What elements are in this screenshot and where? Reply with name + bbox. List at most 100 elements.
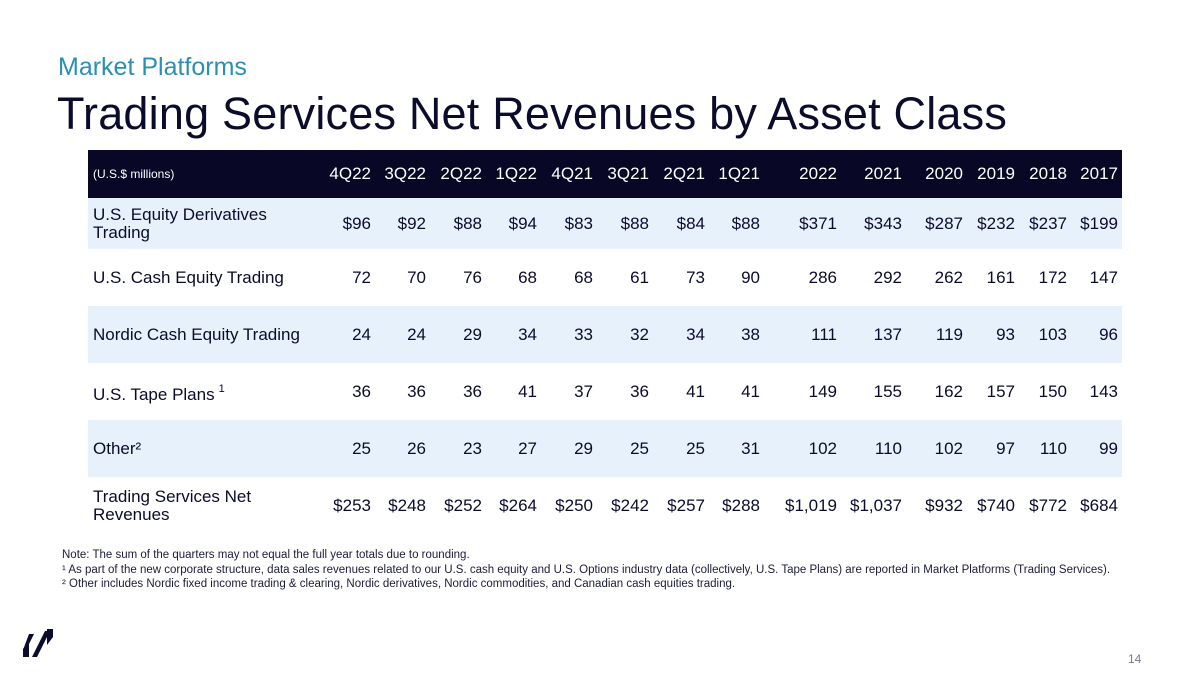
table-cell: 102 [934, 438, 963, 458]
table-cell: $242 [611, 495, 649, 515]
table-cell: 102 [808, 438, 837, 458]
column-header: 2018 [1029, 164, 1067, 183]
table-cell: 76 [463, 267, 482, 287]
table-cell: 155 [873, 381, 902, 401]
table-cell: 90 [741, 267, 760, 287]
table-cell: 147 [1089, 267, 1118, 287]
table-cell: $740 [977, 495, 1015, 515]
table-cell: $684 [1080, 495, 1118, 515]
table-cell: 38 [741, 324, 760, 344]
table-cell: 36 [407, 381, 426, 401]
table-cell: 36 [463, 381, 482, 401]
table-cell: $232 [977, 213, 1015, 233]
footnote-marker: 1 [218, 382, 225, 395]
unit-label: (U.S.$ millions) [93, 167, 175, 181]
table-cell: 41 [518, 381, 537, 401]
table-cell: 36 [630, 381, 649, 401]
row-label-text: Other² [93, 438, 142, 458]
page-number: 14 [1128, 652, 1142, 666]
table-cell: $288 [722, 495, 760, 515]
column-header: 4Q22 [329, 164, 371, 183]
footnote-1: ¹ As part of the new corporate structure… [62, 563, 1111, 576]
table-cell: $199 [1080, 213, 1118, 233]
column-header: 2017 [1080, 164, 1118, 183]
table-cell: 61 [630, 267, 649, 287]
row-label-text: U.S. Cash Equity Trading [93, 267, 284, 287]
table-cell: 111 [811, 324, 837, 344]
table-cell: 72 [352, 267, 371, 287]
table-cell: $83 [564, 213, 593, 233]
table-cell: 110 [1039, 438, 1067, 458]
page-title: Trading Services Net Revenues by Asset C… [57, 88, 1008, 139]
table-cell: $371 [799, 213, 837, 233]
table-row: Trading Services Net Revenues $253 $248 $25… [88, 477, 1122, 534]
section-subtitle: Market Platforms [58, 53, 247, 81]
table-cell: 29 [574, 438, 593, 458]
table-cell: 25 [630, 438, 649, 458]
row-label: Other² [88, 420, 320, 477]
table-cell: 26 [407, 438, 426, 458]
table-cell: 161 [986, 267, 1015, 287]
table-cell: 97 [996, 438, 1015, 458]
table-cell: 68 [518, 267, 537, 287]
table-cell: 137 [873, 324, 902, 344]
row-label-text: U.S. Tape Plans [93, 384, 215, 404]
table-cell: $264 [499, 495, 537, 515]
table-cell: $932 [925, 495, 963, 515]
table-cell: $96 [342, 213, 371, 233]
column-header: 1Q21 [718, 164, 760, 183]
table-cell: 34 [686, 324, 705, 344]
table-cell: $343 [864, 213, 902, 233]
row-label: Trading Services Net Revenues [88, 477, 320, 534]
table-cell: 93 [996, 324, 1015, 344]
table-cell: 23 [463, 438, 482, 458]
column-header: 2022 [799, 164, 837, 183]
table-cell: 37 [574, 381, 593, 401]
table-cell: 24 [352, 324, 371, 344]
table-cell: $88 [620, 213, 649, 233]
table-cell: $248 [388, 495, 426, 515]
row-label: Nordic Cash Equity Trading [88, 306, 320, 363]
table-cell: $237 [1029, 213, 1067, 233]
column-header: 2020 [925, 164, 963, 183]
table-cell: 41 [686, 381, 705, 401]
table-cell: $92 [397, 213, 426, 233]
table-cell: $287 [925, 213, 963, 233]
table-row: U.S. Equity Derivatives Trading $96 $92 $88… [88, 198, 1122, 249]
table-cell: $252 [444, 495, 482, 515]
table-cell: 103 [1038, 324, 1067, 344]
table-cell: 119 [935, 324, 963, 344]
table-cell: 143 [1089, 381, 1118, 401]
revenue-table: (U.S.$ millions) 4Q22 3Q22 2Q22 1Q22 4Q21 3Q2… [88, 150, 1122, 534]
table-cell: 25 [686, 438, 705, 458]
table-cell: $84 [676, 213, 705, 233]
table-cell: 41 [741, 381, 760, 401]
table-cell: 32 [630, 324, 649, 344]
row-label-text: Nordic Cash Equity Trading [93, 324, 300, 344]
table-cell: 25 [352, 438, 371, 458]
table-cell: 157 [986, 381, 1015, 401]
row-label-text: Trading Services Net Revenues [93, 486, 252, 524]
table-cell: $772 [1029, 495, 1067, 515]
row-label: U.S. Cash Equity Trading [88, 249, 320, 306]
footnote-rounding: Note: The sum of the quarters may not eq… [62, 549, 470, 561]
column-header: 2Q21 [663, 164, 705, 183]
table-cell: $253 [333, 495, 371, 515]
table-cell: 99 [1099, 438, 1118, 458]
column-header: 2Q22 [440, 164, 482, 183]
table-row: U.S. Cash Equity Trading 72 70 76 68 68 61 73 90… [88, 249, 1122, 306]
column-header: 2021 [864, 164, 902, 183]
row-label: U.S. Equity Derivatives Trading [88, 198, 320, 249]
table-cell: $1,037 [850, 495, 902, 515]
table-cell: 286 [808, 267, 837, 287]
table-cell: 34 [518, 324, 537, 344]
table-cell: 70 [407, 267, 426, 287]
table-cell: 149 [808, 381, 837, 401]
column-header: 4Q21 [551, 164, 593, 183]
column-header: 1Q22 [495, 164, 537, 183]
table-cell: $250 [555, 495, 593, 515]
column-header: 2019 [977, 164, 1015, 183]
row-label: U.S. Tape Plans 1 [88, 363, 320, 420]
footnotes: Note: The sum of the quarters may not eq… [62, 548, 1110, 592]
table-cell: $257 [667, 495, 705, 515]
